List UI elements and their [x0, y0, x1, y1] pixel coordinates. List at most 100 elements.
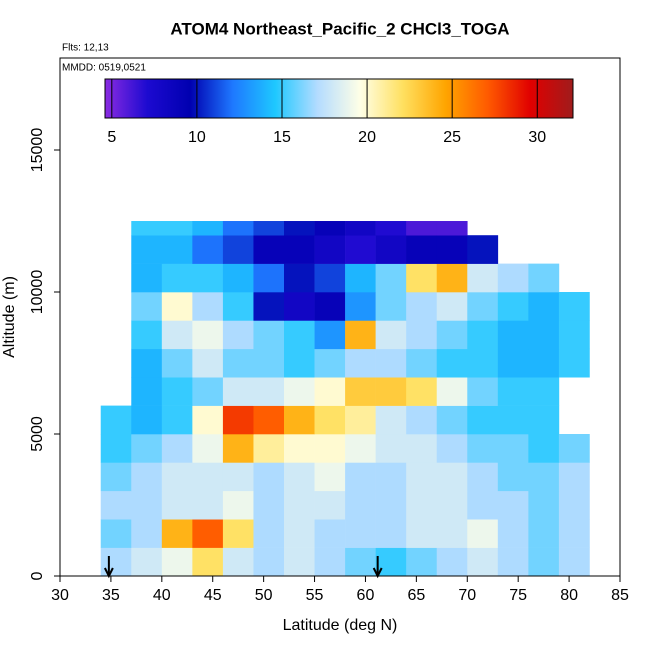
heat-cell: [253, 547, 285, 577]
heat-cell: [497, 462, 529, 492]
heat-cell: [314, 263, 346, 293]
heat-cell: [528, 405, 560, 435]
heat-cell: [558, 519, 590, 548]
heat-cell: [131, 405, 163, 435]
heat-cell: [497, 547, 529, 577]
heat-cell: [406, 235, 438, 264]
heat-cell: [345, 377, 376, 406]
heat-cell: [314, 490, 346, 520]
heat-cell: [467, 462, 499, 492]
x-tick-label: 60: [357, 587, 375, 604]
heat-cell: [558, 547, 590, 577]
heat-cell: [345, 490, 376, 520]
heat-cell: [528, 377, 560, 406]
heat-cell: [161, 519, 193, 548]
heat-cell: [192, 462, 224, 492]
annotation: MMDD: 0519,0521: [62, 63, 146, 74]
heat-cell: [284, 405, 315, 435]
heat-cell: [161, 434, 193, 463]
heat-cell: [375, 519, 407, 548]
heat-cell: [284, 547, 315, 577]
heat-cell: [406, 263, 438, 293]
heat-cell: [253, 235, 285, 264]
heat-cell: [222, 235, 254, 264]
heat-cell: [436, 320, 468, 350]
heat-cell: [375, 405, 407, 435]
heat-cell: [558, 292, 590, 321]
heat-cell: [161, 292, 193, 321]
heat-cell: [436, 490, 468, 520]
heat-cell: [131, 547, 163, 577]
heat-cell: [467, 263, 499, 293]
heat-cell: [100, 519, 132, 548]
heat-cell: [497, 405, 529, 435]
heat-cell: [284, 377, 315, 406]
heat-cell: [253, 348, 285, 378]
heat-cell: [467, 405, 499, 435]
heat-cell: [558, 434, 590, 463]
heat-cell: [406, 348, 438, 378]
heat-cell: [528, 263, 560, 293]
colorbar-tick-label: 25: [443, 129, 461, 146]
heat-cell: [253, 320, 285, 350]
heat-cell: [161, 263, 193, 293]
heat-cell: [253, 490, 285, 520]
heat-cell: [253, 462, 285, 492]
heat-cell: [436, 547, 468, 577]
heat-cell: [131, 320, 163, 350]
heat-cell: [406, 434, 438, 463]
heat-cell: [497, 377, 529, 406]
heat-cell: [345, 405, 376, 435]
heat-cell: [467, 377, 499, 406]
heat-cell: [345, 292, 376, 321]
heat-cell: [375, 292, 407, 321]
heat-cell: [161, 490, 193, 520]
heat-cell: [345, 434, 376, 463]
heat-cell: [406, 292, 438, 321]
x-tick-label: 75: [509, 587, 527, 604]
x-tick-label: 80: [560, 587, 578, 604]
heat-cell: [314, 377, 346, 406]
heat-cell: [436, 221, 468, 236]
heat-cell: [528, 490, 560, 520]
heat-cell: [406, 462, 438, 492]
x-tick-label: 30: [51, 587, 69, 604]
heat-cell: [558, 320, 590, 350]
heat-cell: [497, 292, 529, 321]
heat-cell: [375, 490, 407, 520]
heat-cell: [528, 462, 560, 492]
heat-cell: [558, 348, 590, 378]
heat-cell: [100, 434, 132, 463]
x-axis-label: Latitude (deg N): [283, 617, 398, 634]
heat-cell: [161, 405, 193, 435]
heat-cell: [345, 320, 376, 350]
heat-cell: [131, 377, 163, 406]
colorbar: [104, 78, 574, 119]
heat-cell: [222, 348, 254, 378]
heat-cell: [375, 348, 407, 378]
heat-cell: [131, 221, 163, 236]
heat-cell: [131, 292, 163, 321]
heat-cell: [222, 547, 254, 577]
x-tick-label: 50: [255, 587, 273, 604]
heat-cell: [406, 377, 438, 406]
heat-cell: [161, 235, 193, 264]
heat-cell: [558, 462, 590, 492]
heat-cell: [131, 348, 163, 378]
heat-cell: [192, 348, 224, 378]
heat-cell: [436, 405, 468, 435]
heat-cell: [467, 434, 499, 463]
x-tick-label: 85: [611, 587, 629, 604]
heat-cell: [131, 434, 163, 463]
heat-cell: [528, 519, 560, 548]
heat-cell: [467, 292, 499, 321]
x-tick-label: 40: [153, 587, 171, 604]
heat-cell: [406, 221, 438, 236]
heat-cell: [314, 235, 346, 264]
heat-cell: [314, 292, 346, 321]
heat-cell: [131, 462, 163, 492]
heat-cell: [528, 292, 560, 321]
x-tick-label: 55: [306, 587, 324, 604]
heat-cell: [253, 377, 285, 406]
